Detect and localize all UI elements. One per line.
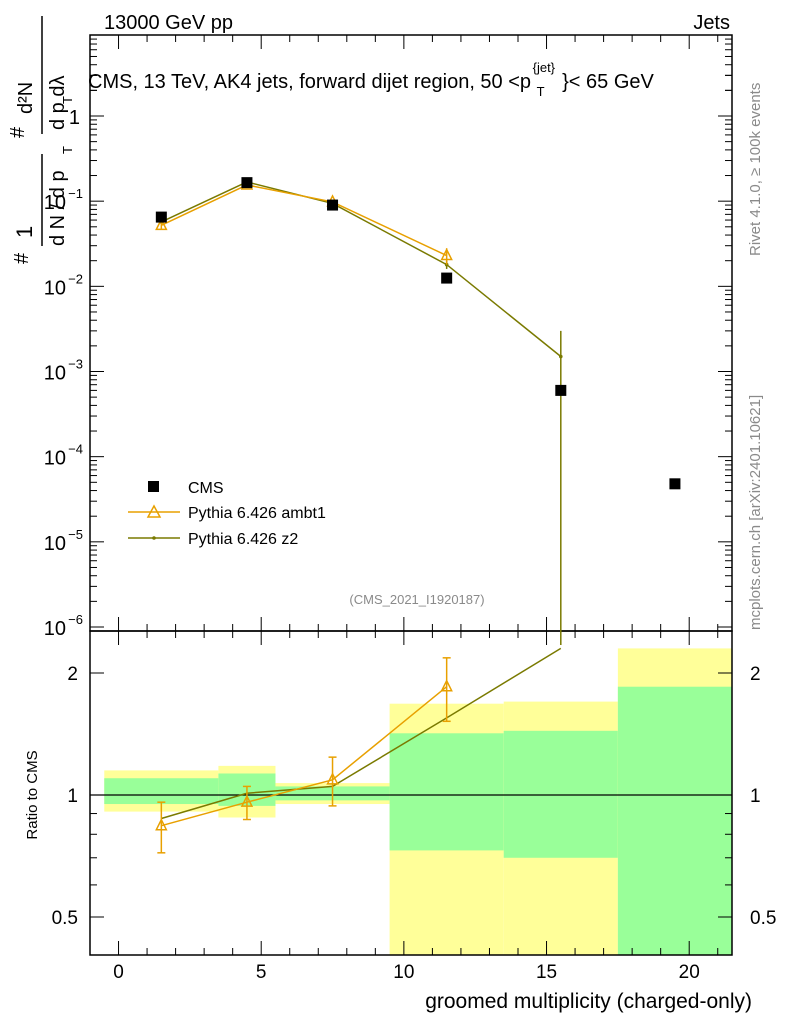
ratio-y-tick-label-right: 0.5 xyxy=(750,908,776,929)
ratio-y-tick-label-right: 2 xyxy=(750,664,761,685)
y-tick-label-exponent: −5 xyxy=(68,527,83,542)
legend-label-ambt1: Pythia 6.426 ambt1 xyxy=(188,505,326,522)
y-tick-label: 10 xyxy=(44,618,66,640)
ratio-point-ambt1 xyxy=(240,794,254,807)
band-green-5 xyxy=(617,686,732,955)
legend-marker-cms xyxy=(148,481,159,492)
y-tick-label: 10 xyxy=(44,448,66,470)
series-line-z2 xyxy=(161,181,562,358)
y-tick-label: 10 xyxy=(44,363,66,385)
y-tick-label-exponent: −6 xyxy=(68,612,83,627)
ratio-uncertainty-bands xyxy=(104,648,732,955)
point-cms xyxy=(241,177,253,189)
chart-title-superscript: {jet} xyxy=(533,60,556,75)
ratio-y-tick-label-left: 0.5 xyxy=(52,908,78,929)
band-green-3 xyxy=(389,733,504,851)
header-right-label: Jets xyxy=(693,12,730,34)
main-panel-marks xyxy=(155,177,681,631)
point-cms xyxy=(669,478,681,490)
ylabel-hash-left: # xyxy=(11,252,33,264)
point-cms xyxy=(327,199,339,211)
chart-title-subscript: T xyxy=(537,84,545,99)
x-tick-label: 5 xyxy=(256,962,267,983)
series-line-ambt1 xyxy=(161,184,447,257)
ylabel-denominator-sub: T xyxy=(60,146,75,154)
ratio-point-ambt1 xyxy=(326,772,339,785)
x-tick-label: 20 xyxy=(679,962,700,983)
y-tick-label-exponent: −4 xyxy=(68,442,83,457)
x-tick-label: 15 xyxy=(536,962,557,983)
ratio-y-tick-label-left: 1 xyxy=(67,786,78,807)
point-ambt1 xyxy=(440,247,453,261)
ylabel-hash-mid: # xyxy=(7,126,29,138)
band-green-4 xyxy=(503,730,618,858)
analysis-watermark: (CMS_2021_I1920187) xyxy=(349,592,484,607)
header-left-label: 13000 GeV pp xyxy=(104,12,233,34)
legend-marker-ambt1 xyxy=(146,504,162,518)
point-cms xyxy=(155,211,167,223)
chart-title-tail: }< 65 GeV xyxy=(562,71,654,93)
y-tick-label-exponent: −2 xyxy=(68,271,83,286)
chart-title: CMS, 13 TeV, AK4 jets, forward dijet reg… xyxy=(88,55,655,101)
ylabel-denominator: d N / d p xyxy=(47,170,69,246)
legend-marker-z2 xyxy=(152,536,156,540)
ylabel-denominator-2: d p dλ xyxy=(47,76,69,130)
chart-title-main: CMS, 13 TeV, AK4 jets, forward dijet reg… xyxy=(88,71,531,93)
ratio-y-axis-label: Ratio to CMS xyxy=(24,750,41,839)
y-tick-label-exponent: −3 xyxy=(68,357,83,372)
y-tick-label: 10 xyxy=(44,533,66,555)
point-z2 xyxy=(444,262,449,267)
x-tick-label: 0 xyxy=(113,962,124,983)
ratio-point-ambt1 xyxy=(155,818,168,831)
rivet-side-label: Rivet 4.1.0, ≥ 100k events xyxy=(747,83,764,256)
ratio-point-ambt1 xyxy=(440,679,453,692)
ratio-line-ambt1 xyxy=(161,686,448,827)
legend: CMS Pythia 6.426 ambt1 Pythia 6.426 z2 xyxy=(128,480,326,548)
main-panel-frame xyxy=(89,34,733,632)
y-tick-label-exponent: −1 xyxy=(68,186,83,201)
ratio-panel-frame xyxy=(89,630,733,956)
y-tick-label: 10 xyxy=(44,277,66,299)
ylabel-denominator-2-sub: T xyxy=(60,96,75,104)
main-y-axis-label: # 1 d N / d p T # d²N d p dλ T xyxy=(7,16,75,264)
point-z2 xyxy=(559,354,563,359)
ylabel-numerator: d²N xyxy=(15,82,37,114)
y-tick-label: 1 xyxy=(69,107,80,129)
mcplots-side-label: mcplots.cern.ch [arXiv:2401.10621] xyxy=(747,395,764,630)
point-ambt1 xyxy=(155,217,168,231)
point-cms xyxy=(555,384,567,396)
legend-label-z2: Pythia 6.426 z2 xyxy=(188,531,298,548)
band-green-0 xyxy=(104,778,219,805)
ratio-panel-marks xyxy=(155,631,562,854)
ylabel-one: 1 xyxy=(12,226,37,238)
y-tick-label: 10 xyxy=(44,192,66,214)
ratio-y-tick-label-left: 2 xyxy=(67,664,78,685)
x-tick-label: 10 xyxy=(393,962,414,983)
ratio-y-tick-label-right: 1 xyxy=(750,786,761,807)
x-axis-label: groomed multiplicity (charged-only) xyxy=(425,990,752,1013)
point-cms xyxy=(441,272,453,284)
legend-label-cms: CMS xyxy=(188,480,224,497)
